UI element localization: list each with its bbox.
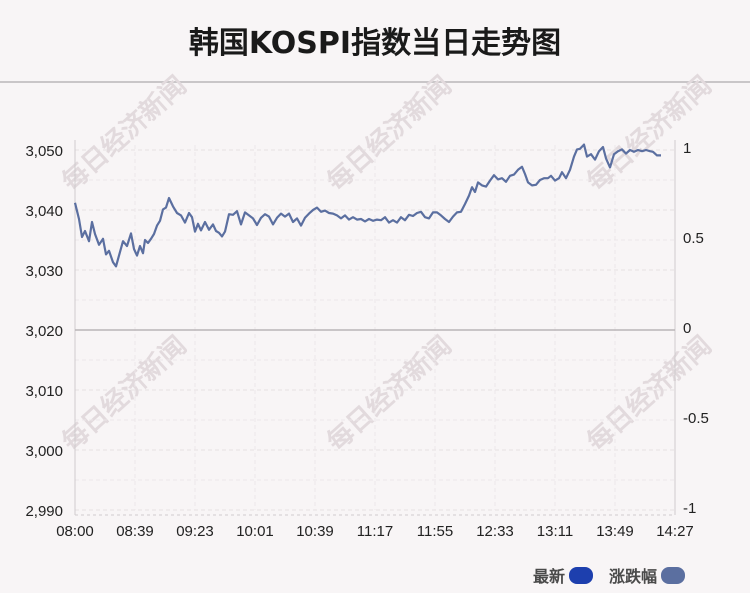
y-tick-label: 3,000: [25, 443, 63, 460]
y-tick-label: 2,990: [25, 503, 63, 520]
title-divider: [0, 81, 750, 83]
watermark-0: 每日经济新闻: [56, 70, 193, 197]
x-tick-label: 11:55: [417, 523, 453, 540]
y-tick-label: 3,010: [25, 383, 63, 400]
y-right-tick-label: 0: [683, 320, 691, 337]
y-right-tick-label: 0.5: [683, 230, 704, 247]
x-tick-label: 09:23: [176, 523, 214, 540]
legend-change[interactable]: 涨跌幅: [609, 563, 686, 587]
watermark-1: 每日经济新闻: [321, 70, 458, 197]
grid-lines: [74, 145, 676, 511]
y-axis-right-labels: 1 0.5 0 -0.5 -1: [683, 140, 709, 517]
x-tick-label: 10:39: [296, 523, 334, 540]
x-tick-label: 14:27: [656, 523, 694, 540]
legend-latest-label: 最新: [533, 567, 566, 586]
watermark-4: 每日经济新闻: [321, 330, 458, 457]
legend-change-swatch: [661, 566, 686, 584]
watermark-3: 每日经济新闻: [56, 330, 193, 457]
y-tick-label: 3,050: [25, 143, 63, 160]
x-tick-label: 13:11: [537, 523, 573, 540]
legend-latest[interactable]: 最新: [533, 563, 594, 587]
axes: [74, 140, 676, 516]
x-tick-label: 08:00: [56, 523, 94, 540]
y-right-tick-label: 1: [683, 140, 691, 157]
watermark-5: 每日经济新闻: [581, 330, 718, 457]
y-tick-label: 3,030: [25, 263, 63, 280]
y-axis-left-labels: 3,050 3,040 3,030 3,020 3,010 3,000 2,990: [25, 143, 63, 520]
chart-title: 韩国KOSPI指数当日走势图: [188, 26, 562, 61]
series-line-0: [73, 143, 661, 268]
legend-change-label: 涨跌幅: [609, 567, 658, 586]
x-tick-label: 13:49: [596, 523, 634, 540]
x-tick-label: 12:33: [476, 523, 514, 540]
x-tick-label: 10:01: [236, 523, 274, 540]
watermark-2: 每日经济新闻: [581, 70, 718, 197]
y-right-tick-label: -0.5: [683, 410, 709, 427]
legend-latest-swatch: [569, 566, 594, 584]
x-tick-label: 11:17: [357, 523, 393, 540]
y-tick-label: 3,020: [25, 323, 63, 340]
x-axis-labels: 08:00 08:39 09:23 10:01 10:39 11:17 11:55 12:33…: [56, 523, 694, 540]
x-tick-label: 08:39: [116, 523, 154, 540]
y-tick-label: 3,040: [25, 203, 63, 220]
y-right-tick-label: -1: [683, 500, 696, 517]
series-layer: [73, 143, 661, 268]
